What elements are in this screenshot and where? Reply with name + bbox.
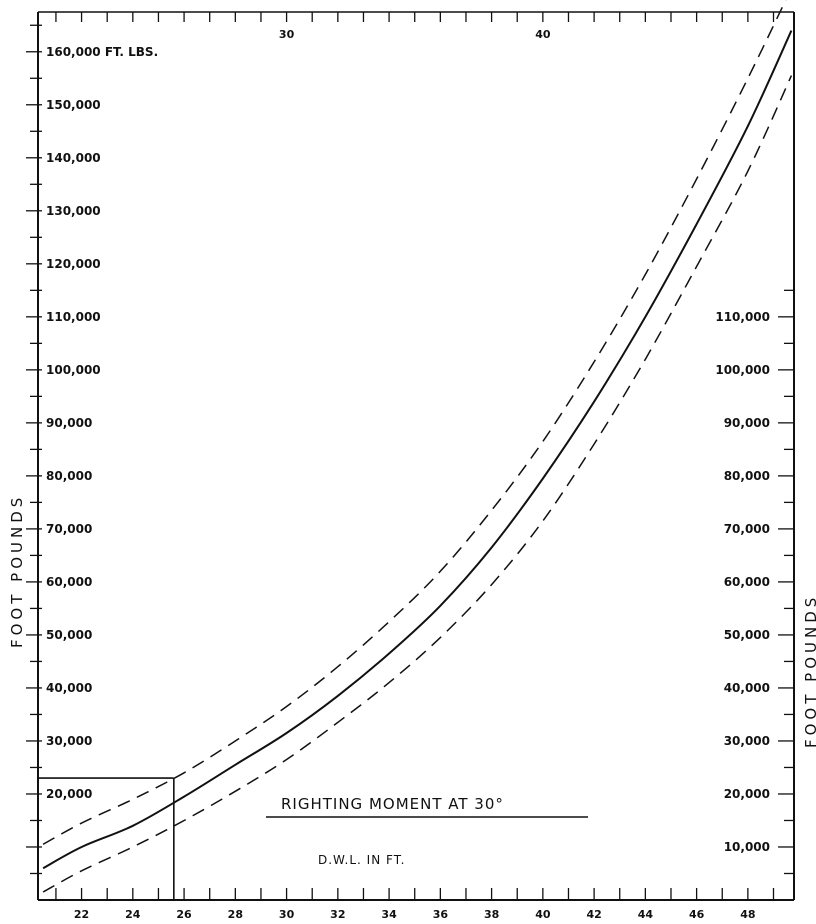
y-tick-label-left: 40,000	[46, 681, 92, 695]
y-tick-label-left: 120,000	[46, 257, 101, 271]
x-tick-label: 46	[689, 908, 705, 921]
y-tick-label-left: 150,000	[46, 98, 101, 112]
annotations: RIGHTING MOMENT AT 30° D.W.L. IN FT. FOO…	[8, 494, 816, 867]
y-tick-label-left: 60,000	[46, 575, 92, 589]
x-tick-label: 24	[125, 908, 141, 921]
y-tick-label-left: 140,000	[46, 151, 101, 165]
y-tick-label-right: 70,000	[724, 522, 770, 536]
x-tick-label: 26	[176, 908, 192, 921]
x-tick-label: 22	[74, 908, 89, 921]
curve-series	[42, 0, 793, 893]
x-tick-label: 28	[228, 908, 243, 921]
y-tick-label-right: 110,000	[715, 310, 770, 324]
y-tick-label-left: 90,000	[46, 416, 92, 430]
y-tick-label-left: 80,000	[46, 469, 92, 483]
x-tick-label: 36	[433, 908, 449, 921]
y-tick-label-right: 30,000	[724, 734, 770, 748]
y-tick-label-left: 30,000	[46, 734, 92, 748]
x-tick-label: 34	[381, 908, 397, 921]
y-tick-label-left: 50,000	[46, 628, 92, 642]
y-tick-label-right: 100,000	[715, 363, 770, 377]
x-tick-label: 38	[484, 908, 499, 921]
y-tick-label-left: 70,000	[46, 522, 92, 536]
x-tick-label-top: 40	[535, 28, 551, 41]
reference-lines	[38, 777, 175, 900]
y-tick-label-left: 110,000	[46, 310, 101, 324]
y-tick-label-right: 40,000	[724, 681, 770, 695]
limit-curve-dashed-2	[42, 75, 793, 893]
righting-moment-curve	[42, 30, 793, 870]
x-tick-label: 42	[586, 908, 601, 921]
x-tick-label: 44	[638, 908, 654, 921]
x-axis-title: D.W.L. IN FT.	[318, 853, 405, 867]
y-axis-title-right: FOOT POUNDS	[802, 594, 816, 748]
tick-labels: 22 24 26 28 30 32 34 36 38 40 42 44 46 48 30 40 160,000 …	[46, 28, 770, 921]
x-tick-label: 40	[535, 908, 551, 921]
y-tick-label-right: 10,000	[724, 840, 770, 854]
axis-ticks	[26, 12, 794, 900]
x-tick-label: 30	[279, 908, 295, 921]
limit-curve-dashed-1	[42, 0, 787, 845]
x-tick-label-top: 30	[279, 28, 295, 41]
chart-frame	[37, 11, 795, 901]
x-tick-label: 32	[330, 908, 345, 921]
y-tick-label-right: 50,000	[724, 628, 770, 642]
y-tick-label-left: 100,000	[46, 363, 101, 377]
y-tick-label-right: 20,000	[724, 787, 770, 801]
x-tick-label: 48	[740, 908, 755, 921]
chart-title: RIGHTING MOMENT AT 30°	[281, 795, 504, 813]
y-tick-label-left: 20,000	[46, 787, 92, 801]
y-tick-label-right: 60,000	[724, 575, 770, 589]
y-tick-label-right: 90,000	[724, 416, 770, 430]
y-tick-label-right: 80,000	[724, 469, 770, 483]
y-tick-label-left: 130,000	[46, 204, 101, 218]
y-tick-label-left: 160,000 FT. LBS.	[46, 45, 158, 59]
y-axis-title-left: FOOT POUNDS	[8, 494, 26, 648]
